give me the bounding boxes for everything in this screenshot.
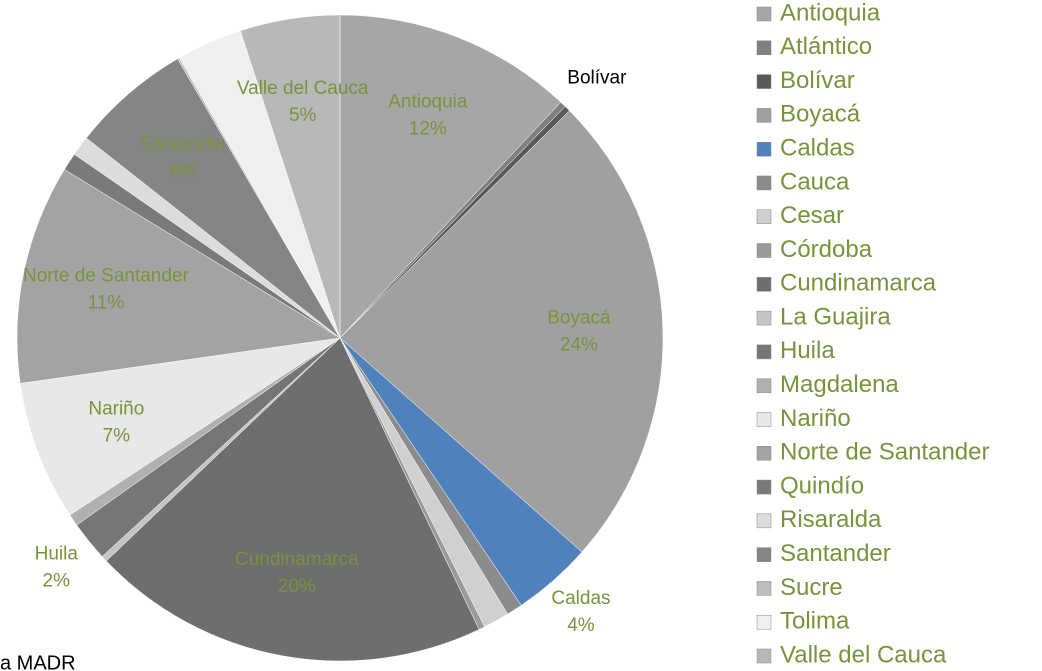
legend-label: Nariño: [780, 405, 851, 432]
data-label-value: 20%: [278, 576, 316, 597]
legend-label: Cesar: [780, 202, 844, 229]
legend-label: Antioquia: [780, 0, 881, 26]
legend-label: Córdoba: [780, 236, 873, 263]
legend-label: Magdalena: [780, 371, 899, 398]
data-label-value: 6%: [170, 161, 198, 182]
legend-label: Risaralda: [780, 506, 882, 533]
legend-label: Cundinamarca: [780, 270, 937, 297]
legend-swatch: [756, 108, 772, 123]
data-label-value: 12%: [409, 119, 447, 140]
pie-slice: [339, 110, 664, 553]
legend-swatch: [756, 40, 772, 56]
data-label: Norte de Santander: [23, 266, 190, 287]
data-label: Huila: [35, 544, 79, 565]
legend-swatch: [756, 513, 772, 529]
data-label: Boyacá: [547, 307, 611, 328]
legend-label: Sucre: [780, 574, 843, 601]
legend-swatch: [756, 648, 772, 664]
data-label-value: 11%: [88, 293, 125, 314]
legend-swatch: [756, 175, 772, 191]
legend-label: Santander: [780, 540, 891, 567]
pie-slice: [240, 14, 341, 339]
legend-label: La Guajira: [780, 303, 891, 330]
legend-swatch: [756, 277, 772, 292]
source-note: a MADR: [0, 652, 76, 671]
legend-swatch: [756, 74, 772, 89]
legend-swatch: [756, 6, 772, 22]
legend-label: Bolívar: [780, 67, 855, 94]
legend-swatch: [756, 310, 772, 326]
legend-label: Tolima: [780, 608, 850, 635]
data-label: Valle del Cauca: [237, 78, 369, 99]
legend-swatch: [756, 243, 772, 258]
legend-swatch: [756, 141, 772, 157]
legend-label: Caldas: [780, 135, 855, 162]
data-label-value: 2%: [43, 571, 71, 592]
pie-slice: [16, 169, 341, 384]
data-label: Santander: [139, 134, 227, 155]
legend-label: Huila: [780, 337, 835, 364]
pie-slice: [339, 14, 562, 339]
data-label-value: 5%: [289, 105, 317, 126]
legend-swatch: [756, 378, 772, 393]
legend-swatch: [756, 547, 772, 562]
legend-label: Valle del Cauca: [780, 641, 947, 668]
data-label: Nariño: [88, 398, 144, 419]
legend-swatch: [756, 614, 772, 630]
legend-label: Quindío: [780, 472, 864, 499]
legend-label: Cauca: [780, 168, 850, 195]
legend-label: Norte de Santander: [780, 439, 989, 466]
data-label-value: 4%: [567, 615, 595, 636]
pie-slice: [86, 58, 341, 339]
legend-swatch: [756, 344, 772, 360]
legend-label: Atlántico: [780, 33, 872, 60]
data-label-value: 24%: [560, 334, 598, 355]
pie-slice: [19, 337, 341, 516]
pie-slice: [105, 337, 480, 662]
legend-swatch: [756, 581, 772, 596]
data-label: Cundinamarca: [235, 549, 359, 570]
legend-label: Boyacá: [780, 101, 861, 128]
legend-swatch: [756, 209, 772, 224]
data-label-value: 7%: [103, 425, 131, 446]
data-label: Caldas: [551, 588, 610, 609]
legend-swatch: [756, 446, 772, 461]
data-label: Bolívar: [567, 68, 627, 89]
data-label: Antioquia: [388, 92, 468, 113]
legend-swatch: [756, 479, 772, 495]
legend-swatch: [756, 412, 772, 427]
